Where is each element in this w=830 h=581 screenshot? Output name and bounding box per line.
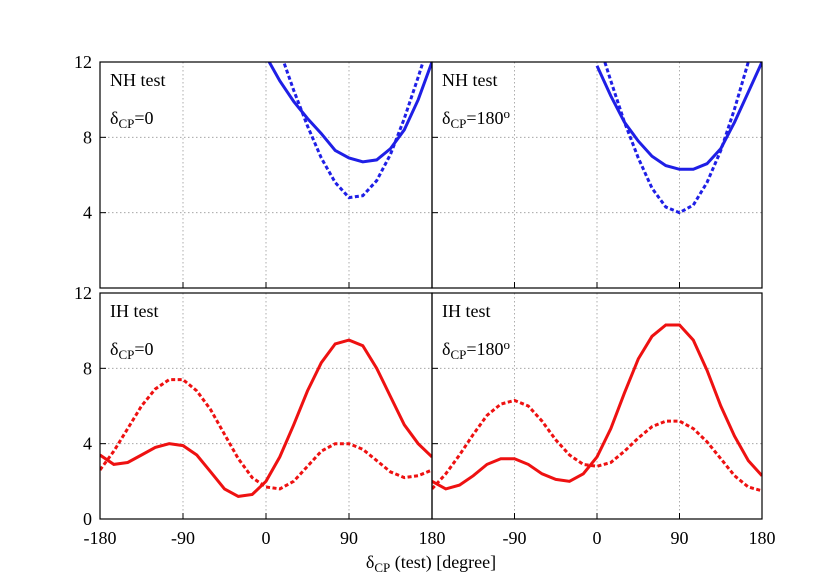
panel-condition: δCP=180o	[442, 337, 510, 362]
data-line	[595, 62, 762, 171]
panel-condition-part: δ	[110, 108, 118, 128]
x-axis-label-part: CP	[374, 560, 390, 575]
panel-condition-part: =0	[134, 108, 153, 128]
x-tick-label: 0	[593, 528, 602, 548]
x-axis-label-part: (test) [degree]	[390, 552, 496, 573]
panel-condition-part: =180	[466, 339, 503, 359]
panel-frame	[431, 61, 763, 289]
y-tick-label: 8	[83, 127, 92, 147]
panel-label: IH test	[442, 301, 491, 321]
panel-condition-part: δ	[442, 339, 450, 359]
panel-condition-part: =180	[466, 108, 503, 128]
y-tick-label: 4	[83, 434, 92, 454]
panel-frame	[431, 292, 763, 520]
panel-condition-part: o	[504, 106, 511, 121]
panel-label: NH test	[442, 70, 498, 90]
data-line	[432, 323, 762, 491]
y-tick-label: 12	[74, 283, 92, 303]
panel-condition-part: o	[504, 337, 511, 352]
x-tick-label: 180	[749, 528, 776, 548]
y-tick-label: 12	[74, 52, 92, 72]
panel-condition-part: CP	[450, 347, 466, 362]
panel-condition-part: CP	[118, 116, 134, 131]
panel-condition-part: CP	[450, 116, 466, 131]
panel-condition-part: CP	[118, 347, 134, 362]
x-tick-label: 90	[340, 528, 358, 548]
y-tick-label: 4	[83, 203, 92, 223]
panel-label: NH test	[110, 70, 166, 90]
x-tick-label: -90	[503, 528, 527, 548]
data-line	[100, 338, 432, 498]
panel-condition-part: =0	[134, 339, 153, 359]
data-line	[282, 62, 425, 200]
x-axis-label: δCP (test) [degree]	[366, 552, 496, 575]
x-axis-label-part: δ	[366, 552, 374, 572]
panel-condition: δCP=0	[110, 108, 154, 131]
panel-label: IH test	[110, 301, 159, 321]
x-tick-label: 90	[671, 528, 689, 548]
x-tick-label: -180	[84, 528, 117, 548]
data-line	[267, 62, 432, 164]
panel-condition: δCP=180o	[442, 106, 510, 131]
data-line	[603, 62, 750, 215]
data-line	[432, 398, 762, 493]
data-line	[100, 378, 432, 491]
x-tick-label: 180	[419, 528, 446, 548]
x-tick-label: 0	[262, 528, 271, 548]
x-tick-label: -90	[171, 528, 195, 548]
panel-condition-part: δ	[110, 339, 118, 359]
y-tick-label: 0	[83, 509, 92, 529]
y-tick-label: 8	[83, 358, 92, 378]
panel-condition-part: δ	[442, 108, 450, 128]
panel-condition: δCP=0	[110, 339, 154, 362]
